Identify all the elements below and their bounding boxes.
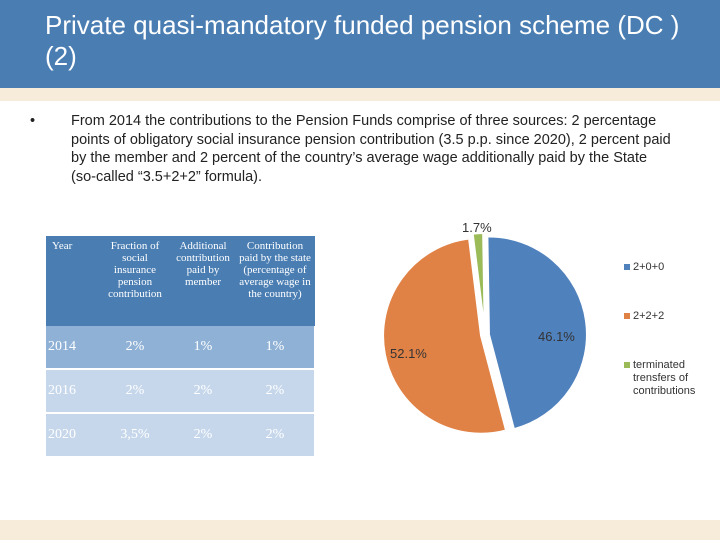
pie-slice-1 <box>486 235 588 431</box>
pie-chart: 46.1% 2+0+0 52.1% 2+2+2 1.7% terminated trensf… <box>382 220 696 435</box>
page-title: Private quasi-mandatory funded pension s… <box>45 10 680 71</box>
header-strip <box>0 88 720 101</box>
cell-social-fraction: 2% <box>100 368 170 413</box>
table-header-row: Year Fraction of social insurance pensio… <box>46 236 315 326</box>
legend-label: 2+2+2 <box>633 310 664 322</box>
title-bar: Private quasi-mandatory funded pension s… <box>0 0 720 88</box>
header-social-fraction: Fraction of social insurance pension con… <box>100 236 171 326</box>
pie-slice-3 <box>471 232 486 332</box>
cell-social-fraction: 3,5% <box>100 412 170 456</box>
cell-state: 2% <box>236 412 314 456</box>
cell-year: 2020 <box>46 412 100 456</box>
table-row: 2014 2% 1% 1% <box>46 326 314 369</box>
bullet-text: From 2014 the contributions to the Pensi… <box>71 113 671 185</box>
cell-state: 2% <box>236 368 314 413</box>
legend-label: terminated trensfers of contributions <box>633 359 696 397</box>
bullet-marker: • <box>30 113 36 129</box>
cell-year: 2016 <box>46 368 100 413</box>
legend-label: 2+0+0 <box>633 261 664 273</box>
contribution-table: Year Fraction of social insurance pensio… <box>46 236 315 456</box>
cell-member: 1% <box>170 326 236 369</box>
cell-member: 2% <box>170 368 236 413</box>
cell-year: 2014 <box>46 326 100 369</box>
cell-social-fraction: 2% <box>100 326 170 369</box>
cell-member: 2% <box>170 412 236 456</box>
header-member-contribution: Additional contribution paid by member <box>170 236 237 326</box>
header-year: Year <box>46 236 101 326</box>
table-row: 2020 3,5% 2% 2% <box>46 412 314 456</box>
pie-data-label: 46.1% <box>538 329 575 344</box>
pie-data-label: 52.1% <box>390 346 427 361</box>
legend-swatch <box>624 313 630 319</box>
pie-slice-2 <box>382 237 508 435</box>
footer-strip <box>0 520 720 540</box>
pie-data-label: 1.7% <box>462 220 492 235</box>
header-state-contribution: Contribution paid by the state (percenta… <box>236 236 315 326</box>
cell-state: 1% <box>236 326 314 369</box>
legend-swatch <box>624 362 630 368</box>
legend-swatch <box>624 264 630 270</box>
table-row: 2016 2% 2% 2% <box>46 368 314 413</box>
